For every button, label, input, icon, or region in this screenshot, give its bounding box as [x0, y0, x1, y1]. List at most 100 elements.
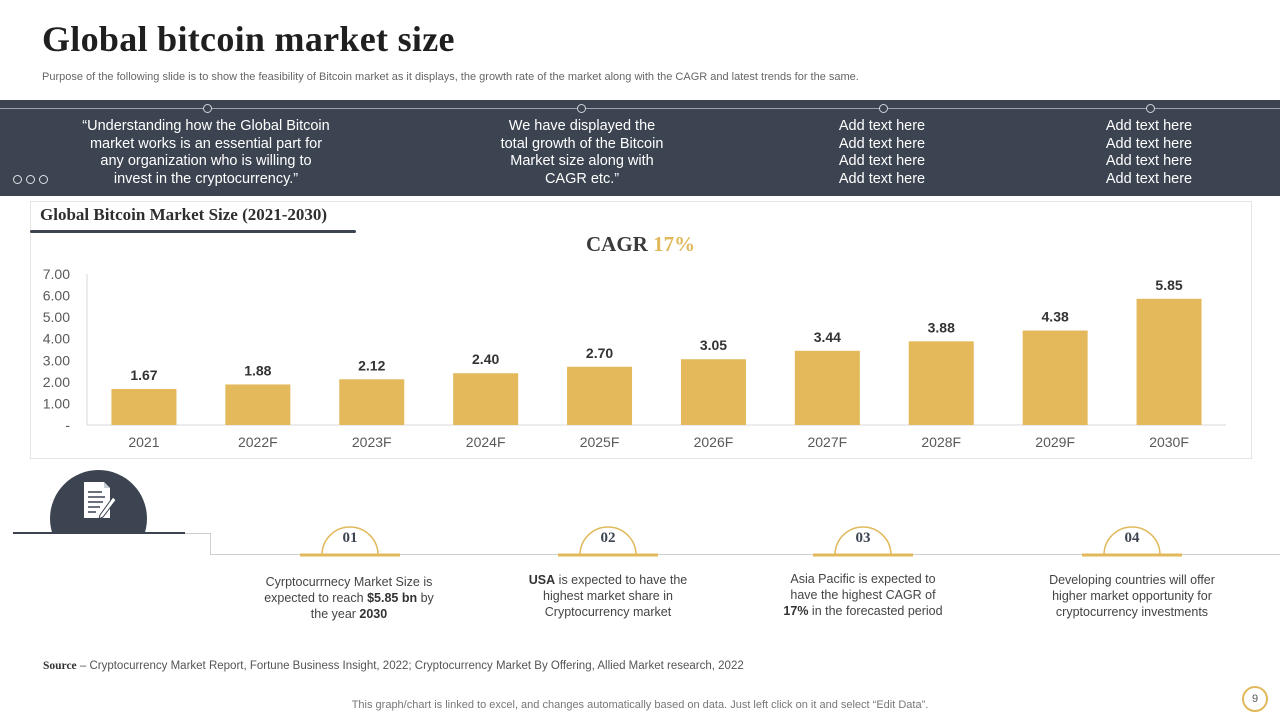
cagr-callout: CAGR 17% [586, 232, 695, 257]
band-quote-line: any organization who is willing to [100, 153, 312, 169]
page-title: Global bitcoin market size [42, 19, 455, 59]
placeholder-line: Add text here [1105, 135, 1193, 152]
bar-value-label: 5.85 [1155, 277, 1182, 293]
x-tick-label: 2028F [921, 434, 961, 450]
y-tick-label: 4.00 [43, 331, 70, 347]
band-info: We have displayed the total growth of th… [472, 118, 692, 188]
placeholder-line: Add text here [1105, 153, 1193, 169]
band-dot [879, 104, 888, 113]
page-number: 9 [1242, 686, 1268, 712]
placeholder-line: Add text here [838, 170, 926, 187]
bar[interactable] [111, 388, 177, 425]
bar[interactable] [908, 341, 974, 425]
bar-value-label: 1.67 [130, 367, 157, 383]
ring-icon [13, 175, 22, 184]
y-tick-label: 6.00 [43, 288, 70, 304]
bar-value-label: 3.44 [814, 329, 841, 345]
step-number: 01 [342, 530, 358, 546]
placeholder-line: Add text here [1105, 118, 1193, 134]
bar[interactable] [339, 379, 405, 425]
x-tick-label: 2023F [352, 434, 392, 450]
placeholder-line: Add text here [838, 135, 926, 152]
bar-value-label: 2.12 [358, 357, 385, 373]
bar[interactable] [567, 366, 633, 425]
band-circles-decoration [13, 175, 48, 184]
page-subtitle: Purpose of the following slide is to sho… [42, 71, 859, 83]
step-marker-01 [300, 526, 400, 557]
band-dot [577, 104, 586, 113]
step-markers [300, 526, 1182, 557]
step-text: Asia Pacific is expected to have the hig… [783, 572, 943, 618]
band-dot [203, 104, 212, 113]
x-tick-label: 2024F [466, 434, 506, 450]
bar-value-label: 4.38 [1042, 309, 1069, 325]
band-placeholder-b: Add text here Add text here Add text her… [1069, 118, 1229, 188]
band-quote-line: invest in the cryptocurrency.” [113, 170, 299, 187]
y-tick-label: 5.00 [43, 309, 70, 325]
bar[interactable] [794, 350, 860, 425]
x-tick-label: 2022F [238, 434, 278, 450]
bar-value-label: 2.40 [472, 351, 499, 367]
bar[interactable] [680, 359, 746, 425]
band-info-line: CAGR etc.” [544, 170, 620, 187]
band-timeline [0, 108, 1280, 109]
ring-icon [39, 175, 48, 184]
step-number: 02 [600, 530, 616, 546]
bar[interactable] [453, 373, 519, 425]
step-text: USA is expected to have the highest mark… [528, 573, 688, 619]
cagr-value: 17% [653, 232, 696, 256]
y-tick-label: 1.00 [43, 395, 70, 411]
chart-title: Global Bitcoin Market Size (2021-2030) [40, 205, 328, 224]
band-info-line: Market size along with [510, 153, 654, 169]
section-divider [13, 532, 185, 534]
bar[interactable] [225, 384, 291, 425]
band-placeholder-a: Add text here Add text here Add text her… [802, 118, 962, 188]
y-tick-label: 3.00 [43, 352, 70, 368]
step-marker-04 [1082, 526, 1182, 557]
cagr-label: CAGR [586, 232, 648, 256]
bar-value-label: 3.88 [928, 319, 955, 335]
step-text: Cyrptocurrnecy Market Size is expected t… [264, 575, 434, 621]
x-tick-label: 2027F [807, 434, 847, 450]
placeholder-line: Add text here [838, 153, 926, 169]
bar-value-label: 3.05 [700, 337, 727, 353]
x-tick-label: 2026F [694, 434, 734, 450]
bar-chart[interactable]: - 1.00 2.00 3.00 4.00 5.00 6.00 7.00 1.67 1.88 2.… [30, 262, 1250, 457]
y-tick-label: - [65, 417, 70, 433]
info-band [0, 100, 1280, 196]
band-info-line: total growth of the Bitcoin [500, 135, 664, 152]
y-tick-label: 7.00 [43, 266, 70, 282]
step-number: 03 [855, 530, 871, 546]
x-tick-label: 2021 [128, 434, 159, 450]
footer-note: This graph/chart is linked to excel, and… [351, 699, 929, 711]
step-marker-02 [558, 526, 658, 557]
timeline-connector [185, 533, 210, 534]
bar-value-label: 1.88 [244, 362, 271, 378]
chart-title-underline [30, 230, 356, 233]
step-marker-03 [813, 526, 913, 557]
band-dot [1146, 104, 1155, 113]
bar[interactable] [1136, 298, 1202, 425]
source-note: Source – Cryptocurrency Market Report, F… [43, 660, 744, 672]
x-tick-label: 2030F [1149, 434, 1189, 450]
y-tick-label: 2.00 [43, 374, 70, 390]
x-tick-label: 2025F [580, 434, 620, 450]
band-quote: “Understanding how the Global Bitcoin ma… [56, 118, 356, 188]
icon-badge-mask [30, 534, 210, 574]
timeline-line [210, 554, 1280, 555]
document-pen-icon [84, 482, 117, 520]
placeholder-line: Add text here [838, 118, 926, 134]
step-text: Developing countries will offer higher m… [1049, 573, 1215, 619]
band-info-line: We have displayed the [508, 118, 656, 134]
source-label: Source [43, 660, 77, 672]
x-tick-label: 2029F [1035, 434, 1075, 450]
timeline-connector [210, 533, 211, 554]
band-quote-line: “Understanding how the Global Bitcoin [82, 118, 330, 134]
band-quote-line: market works is an essential part for [89, 135, 323, 152]
ring-icon [26, 175, 35, 184]
bar[interactable] [1022, 330, 1088, 425]
step-number: 04 [1124, 530, 1140, 546]
source-text: – Cryptocurrency Market Report, Fortune … [76, 660, 744, 672]
bar-value-label: 2.70 [586, 345, 613, 361]
placeholder-line: Add text here [1105, 170, 1193, 187]
